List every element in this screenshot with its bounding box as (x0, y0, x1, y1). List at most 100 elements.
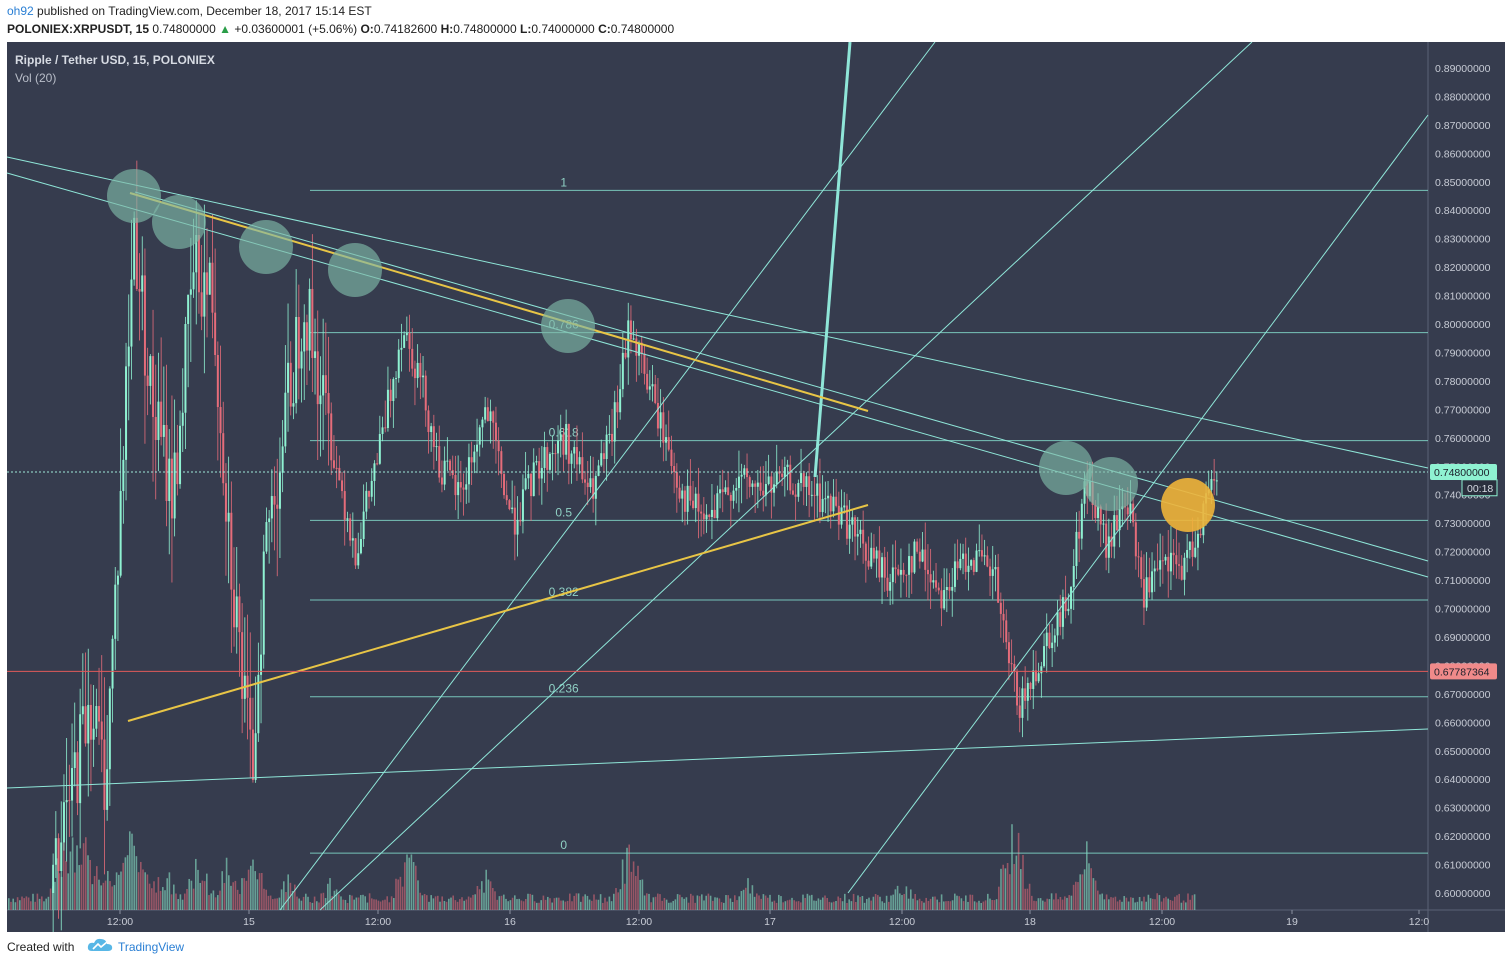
volume-bar (406, 854, 408, 910)
candle-body (265, 522, 268, 552)
candle-body (889, 582, 892, 591)
candle-body (195, 234, 198, 273)
price-tick-label: 0.62000000 (1435, 831, 1491, 843)
candle-body (683, 490, 686, 512)
price-chart[interactable]: 10.7860.6180.50.3820.23600.890000000.880… (0, 41, 1505, 957)
candle-body (1048, 632, 1051, 649)
volume-bar (914, 893, 916, 910)
volume-bar (157, 877, 160, 910)
candle-body (314, 351, 317, 358)
candle-body (872, 547, 875, 559)
volume-bar (371, 898, 373, 910)
low-label: L: (519, 22, 532, 36)
volume-bar (786, 900, 789, 910)
candle-body (808, 476, 811, 495)
candle-body (905, 574, 908, 576)
volume-bar (736, 900, 738, 910)
candle-body (60, 842, 63, 872)
volume-bar (861, 895, 864, 910)
volume-bar (23, 898, 25, 910)
candle-body (181, 412, 184, 426)
candle-body (81, 706, 84, 715)
time-tick-label: 12:00 (626, 916, 652, 928)
candle-body (629, 320, 632, 340)
volume-bar (852, 893, 855, 910)
volume-bar (324, 898, 327, 910)
volume-bar (848, 899, 850, 910)
volume-bar (694, 902, 696, 910)
time-tick-label: 17 (764, 916, 776, 928)
volume-bar (729, 898, 732, 910)
candle-body (681, 490, 684, 499)
volume-bar (1099, 894, 1101, 910)
price-tick-label: 0.89000000 (1435, 63, 1491, 75)
volume-bar (610, 901, 613, 910)
volume-bar (448, 898, 450, 910)
volume-bar (813, 900, 815, 910)
candle-body (754, 483, 757, 487)
candle-body (451, 470, 454, 475)
candle-body (1134, 522, 1137, 557)
high-label: H: (440, 22, 454, 36)
volume-bar (1044, 901, 1046, 910)
volume-bar (635, 876, 637, 910)
candle-body (71, 768, 74, 801)
volume-bar (525, 898, 527, 910)
support-price-tag (1430, 663, 1497, 680)
candle-body (721, 489, 724, 493)
candle-body (216, 354, 219, 408)
candle-body (840, 507, 843, 525)
candle-body (484, 407, 487, 420)
volume-bar (516, 899, 518, 910)
volume-bar (800, 902, 802, 910)
candle-body (621, 352, 624, 390)
candle-body (222, 433, 225, 484)
candle-body (994, 567, 997, 570)
volume-bar (206, 873, 208, 910)
candle-body (746, 468, 749, 478)
volume-bar (672, 900, 674, 910)
volume-bar (1112, 897, 1114, 910)
volume-bar (793, 900, 795, 910)
candle-body (584, 479, 587, 483)
volume-bar (571, 901, 573, 910)
candle-body (524, 478, 527, 490)
volume-bar (456, 901, 459, 910)
price-tick-label: 0.63000000 (1435, 803, 1491, 815)
volume-bar (947, 901, 949, 910)
volume-bar (234, 880, 237, 910)
candle-body (276, 504, 279, 509)
tradingview-cloud-icon[interactable] (87, 937, 113, 953)
volume-bar (841, 901, 844, 910)
candle-body (1164, 556, 1167, 561)
volume-bar (148, 883, 151, 910)
volume-bar (883, 902, 886, 910)
volume-bar (228, 875, 230, 910)
candle-body (935, 580, 938, 588)
candle-body (378, 433, 381, 464)
volume-bar (575, 893, 578, 910)
volume-bar (223, 883, 226, 910)
volume-bar (626, 847, 628, 910)
volume-bar (175, 893, 177, 910)
candle-body (84, 706, 87, 744)
tradingview-brand-link[interactable]: TradingView (118, 940, 185, 954)
candle-body (991, 569, 994, 576)
volume-bar (1017, 832, 1020, 910)
volume-bar (731, 901, 734, 910)
volume-bar (417, 880, 419, 910)
volume-bar (1143, 896, 1145, 910)
author-link[interactable]: oh92 (7, 4, 34, 18)
volume-bar (881, 901, 883, 910)
volume-legend: Vol (20) (15, 71, 57, 85)
volume-bar (1026, 888, 1029, 910)
volume-bar (12, 898, 14, 910)
volume-bar (265, 889, 267, 910)
chart-area[interactable]: 10.7860.6180.50.3820.23600.890000000.880… (0, 41, 1505, 957)
volume-bar (199, 882, 201, 910)
candle-body (581, 457, 584, 480)
candle-body (665, 437, 668, 443)
candle-body (443, 460, 446, 485)
candle-body (170, 458, 173, 519)
volume-bar (30, 901, 32, 910)
